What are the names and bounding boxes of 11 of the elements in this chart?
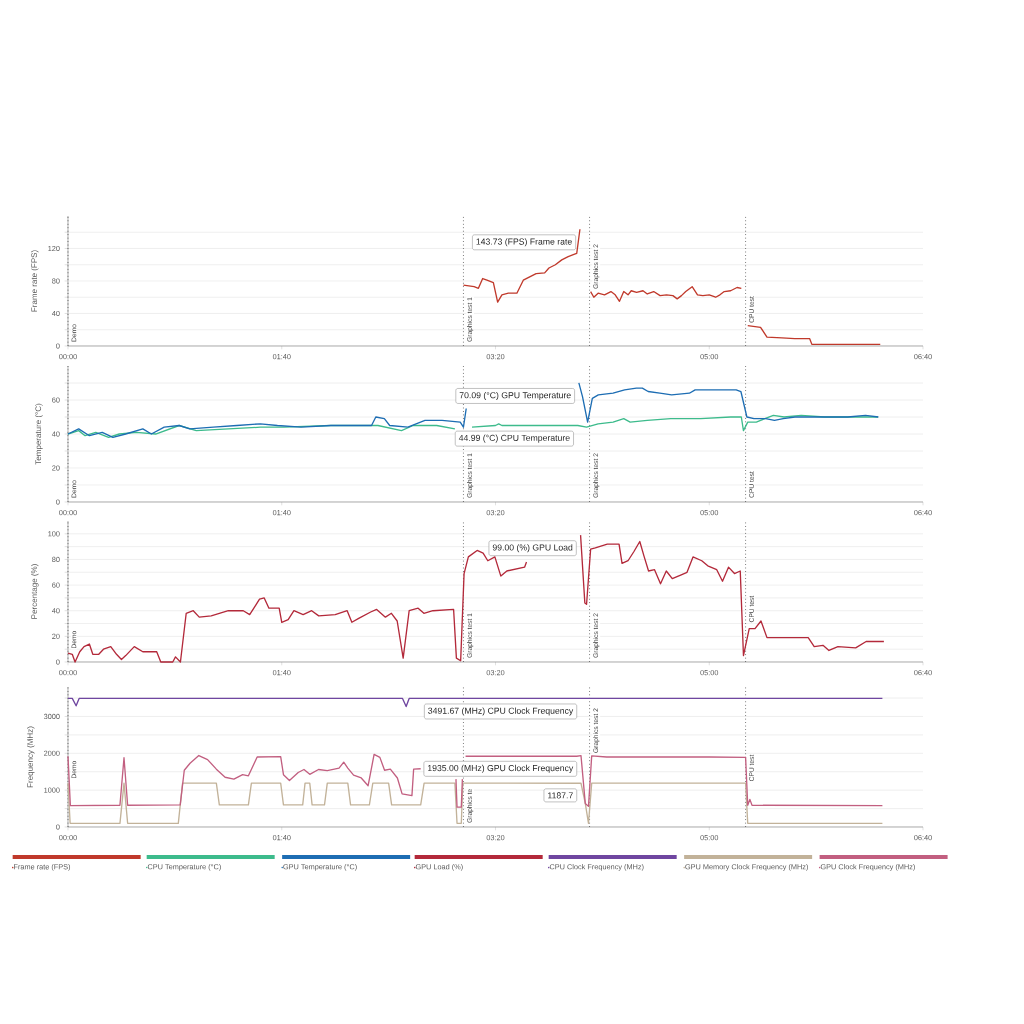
annotation: 1187.7 — [548, 792, 573, 799]
y-axis-title: Frame rate (FPS) — [31, 250, 39, 312]
y-axis-title: Frequency (MHz) — [27, 726, 35, 788]
y-axis-title: Temperature (°C) — [35, 403, 43, 465]
y-axis-title: Percentage (%) — [31, 564, 39, 619]
annotation: 3491.67 (MHz) CPU Clock Frequency — [428, 707, 574, 716]
annotation: 44.99 (°C) CPU Temperature — [458, 434, 570, 443]
annotation: 70.09 (°C) GPU Temperature — [459, 391, 571, 400]
annotation: 1935.00 (MHz) GPU Clock Frequency — [428, 764, 574, 773]
annotation: 99.00 (%) GPU Load — [492, 544, 573, 553]
annotation: 143.73 (FPS) Frame rate — [476, 238, 572, 247]
